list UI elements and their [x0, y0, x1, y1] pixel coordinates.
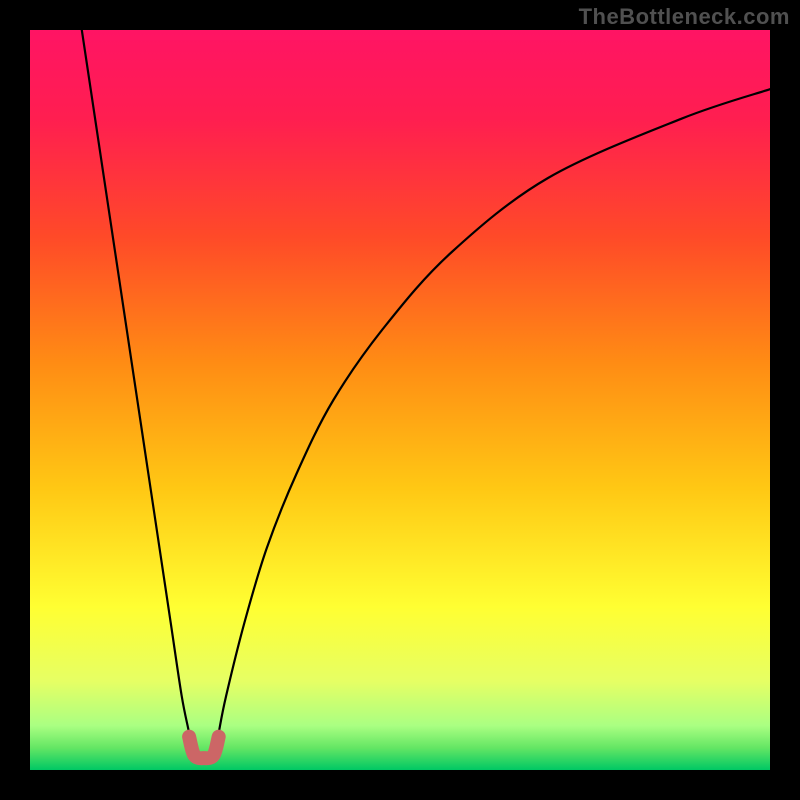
plot-area [30, 30, 770, 770]
thumb-marker [30, 30, 770, 770]
watermark-text: TheBottleneck.com [579, 4, 790, 30]
chart-outer-frame: TheBottleneck.com [0, 0, 800, 800]
